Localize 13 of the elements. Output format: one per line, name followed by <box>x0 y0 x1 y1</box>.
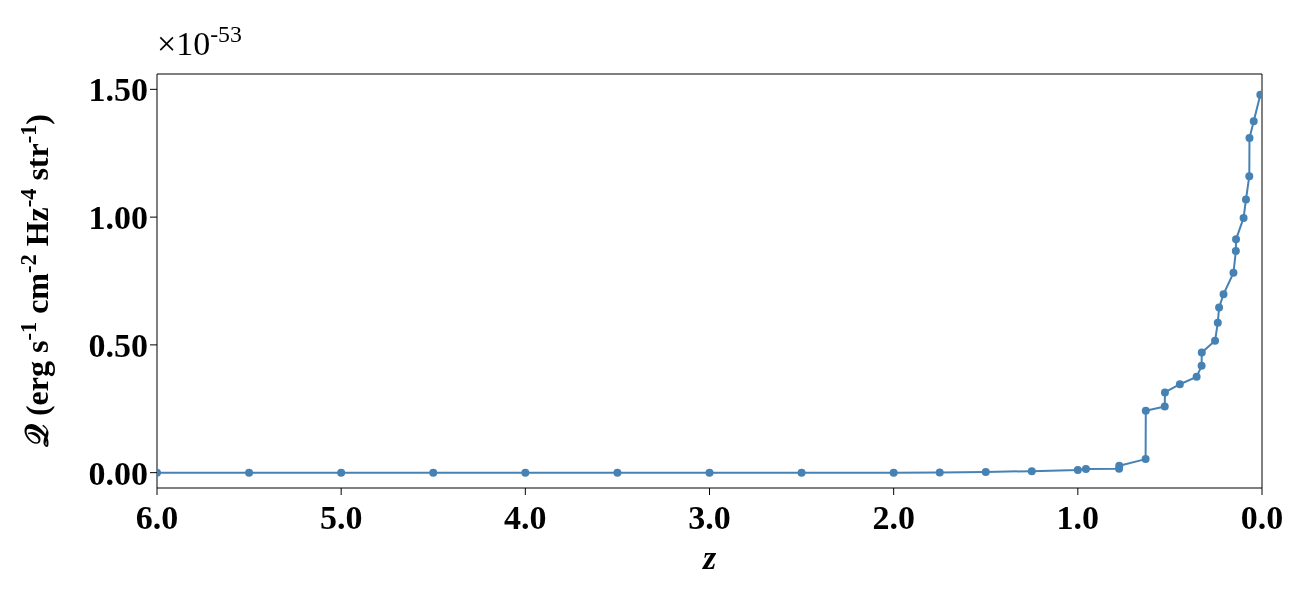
x-tick-label: 2.0 <box>872 499 915 537</box>
x-tick-label: 6.0 <box>135 499 179 537</box>
y-tick-label: 0.50 <box>88 326 148 364</box>
x-tick-label: 4.0 <box>504 499 547 537</box>
x-tick-label: 3.0 <box>688 499 731 537</box>
x-tick-label: 0.0 <box>1240 499 1284 537</box>
text: ×10$^{-53}$ <box>157 21 242 62</box>
x-axis-title: z <box>701 539 717 577</box>
x-tick-label: 1.0 <box>1056 499 1100 537</box>
y-tick-label: 1.50 <box>88 71 148 109</box>
y-tick-label: 1.00 <box>88 199 148 237</box>
x-tick-label: 5.0 <box>319 499 363 537</box>
y-tick-label: 0.00 <box>88 454 148 492</box>
